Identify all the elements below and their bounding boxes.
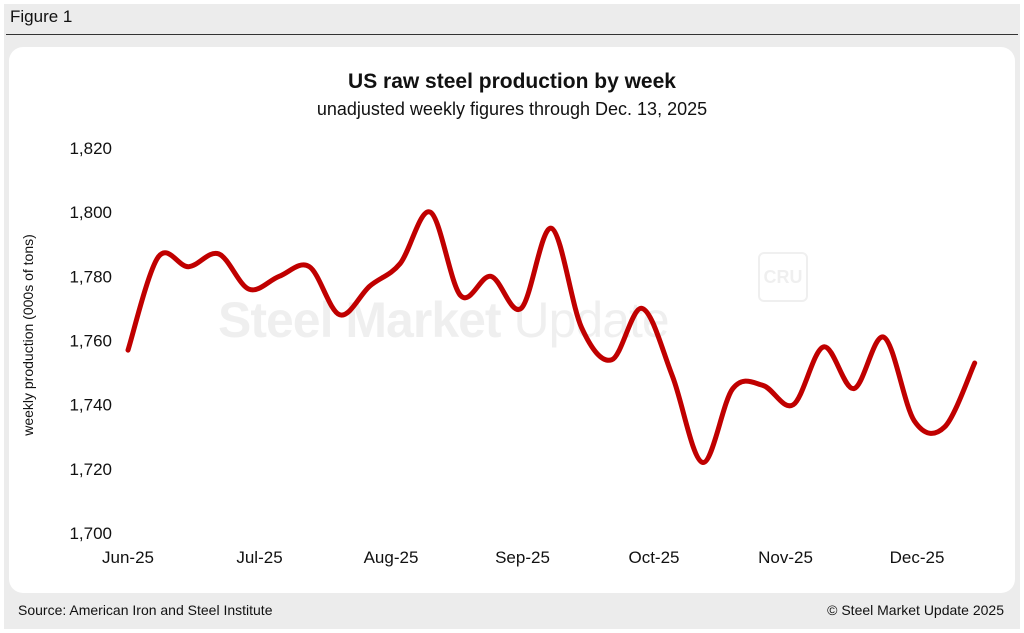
y-tick-label: 1,740 [69,396,112,415]
data-point [247,287,251,291]
data-point [428,210,432,214]
data-point [882,335,886,339]
x-tick-label: Nov-25 [758,548,813,567]
data-point [943,425,947,429]
source-note: Source: American Iron and Steel Institut… [18,602,273,618]
y-tick-label: 1,760 [69,332,112,351]
data-point [549,226,553,230]
data-point [701,460,705,464]
figure-label: Figure 1 [10,7,73,26]
y-tick-label: 1,720 [69,460,112,479]
x-tick-label: Aug-25 [364,548,419,567]
data-point [519,306,523,310]
data-point [791,403,795,407]
x-tick-label: Jun-25 [102,548,154,567]
data-point [338,313,342,317]
data-point [822,345,826,349]
watermark-logo: CRU [758,252,808,302]
copyright-note: © Steel Market Update 2025 [827,602,1004,618]
data-point [217,252,221,256]
data-point [670,374,674,378]
chart-panel [9,47,1015,593]
x-tick-label: Oct-25 [628,548,679,567]
data-point [610,358,614,362]
x-tick-label: Sep-25 [495,548,550,567]
y-tick-label: 1,700 [69,524,112,543]
data-point [912,419,916,423]
data-point [398,262,402,266]
watermark-light: Update [500,292,669,348]
chart-title: US raw steel production by week [348,70,676,93]
data-point [973,361,977,365]
series-line [125,209,978,465]
data-point [368,284,372,288]
figure-divider [6,34,1018,35]
data-point [187,265,191,269]
data-point [489,274,493,278]
data-point [580,326,584,330]
data-point [761,383,765,387]
y-tick-label: 1,780 [69,267,112,286]
x-tick-label: Jul-25 [236,548,282,567]
chart-subtitle: unadjusted weekly figures through Dec. 1… [316,99,708,119]
data-point [307,265,311,269]
data-point [459,294,463,298]
data-point [156,255,160,259]
data-point [640,306,644,310]
watermark: Steel Market Update [218,291,670,349]
data-point [852,387,856,391]
data-point [126,348,130,352]
y-tick-label: 1,800 [69,203,112,222]
y-tick-label: 1,820 [69,139,112,158]
x-tick-label: Dec-25 [890,548,945,567]
data-point [731,387,735,391]
data-point [277,274,281,278]
